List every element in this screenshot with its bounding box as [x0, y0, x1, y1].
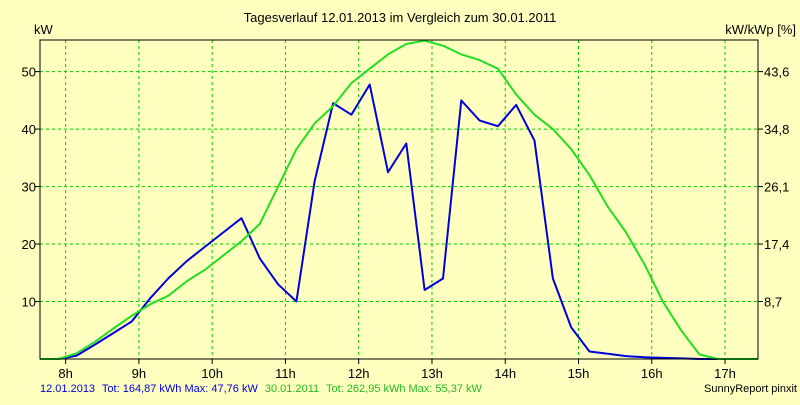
y-tick-label-left: 10 [22, 295, 36, 310]
x-tick-label: 10h [201, 366, 223, 381]
y-tick-label-left: 20 [22, 237, 36, 252]
series-line-2 [40, 39, 758, 360]
y-tick-label-left: 50 [22, 65, 36, 80]
plot-frame [39, 39, 759, 360]
x-tick-label: 15h [568, 366, 590, 381]
x-tick-label: 11h [275, 366, 296, 381]
x-tick-label: 8h [58, 366, 72, 381]
left-axis-label: kW [34, 22, 54, 37]
y-tick-label-right: 43,6 [764, 65, 789, 80]
y-tick-label-right: 17,4 [764, 237, 789, 252]
footer-series-2-stats: Tot: 262,95 kWh Max: 55,37 kW [326, 383, 483, 395]
y-tick-label-right: 8,7 [764, 295, 782, 310]
footer-series-2-date: 30.01.2011 [265, 383, 319, 395]
footer-series-1: 12.01.2013 Tot: 164,87 kWh Max: 47,76 kW… [40, 383, 483, 395]
chart-title: Tagesverlauf 12.01.2013 im Vergleich zum… [244, 10, 557, 25]
y-tick-label-right: 26,1 [764, 180, 789, 195]
x-tick-label: 14h [494, 366, 516, 381]
x-tick-label: 17h [714, 366, 736, 381]
footer-credit: SunnyReport pinxit [704, 383, 797, 395]
y-tick-label-left: 40 [22, 122, 36, 137]
footer-series-1-stats: Tot: 164,87 kWh Max: 47,76 kW [102, 383, 259, 395]
y-tick-label-left: 30 [22, 180, 36, 195]
x-tick-label: 9h [132, 366, 146, 381]
x-tick-label: 16h [641, 366, 663, 381]
right-axis-label: kW/kWp [%] [725, 22, 796, 37]
x-tick-label: 13h [421, 366, 443, 381]
x-tick-label: 12h [348, 366, 370, 381]
footer-series-1-date: 12.01.2013 [40, 383, 95, 395]
series-line-1 [40, 83, 758, 360]
y-tick-label-right: 34,8 [764, 122, 789, 137]
